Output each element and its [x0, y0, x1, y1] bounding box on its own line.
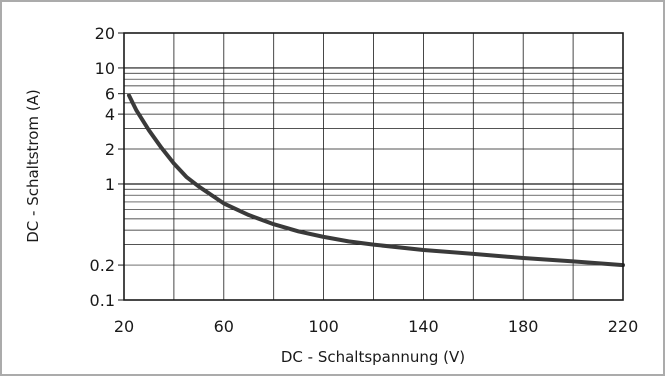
x-tick-label: 140	[408, 317, 439, 336]
data-point	[248, 214, 249, 215]
y-tick-label: 2	[105, 140, 115, 159]
data-point	[423, 249, 424, 250]
y-tick-label: 20	[95, 24, 115, 43]
data-point	[273, 224, 274, 225]
y-axis-ticks: 0.1 0.2 1 2 46 10 20	[90, 24, 124, 310]
plot-border	[123, 32, 624, 301]
data-point	[523, 257, 524, 258]
y-tick-label: 4	[105, 105, 115, 124]
x-axis-ticks: 20 60 100 140 180 220	[114, 317, 638, 336]
data-point	[323, 236, 324, 237]
data-point	[223, 203, 224, 204]
y-tick-label: 0.1	[90, 291, 115, 310]
series-line-0	[126, 93, 625, 268]
y-tick-label: 6	[105, 85, 115, 104]
series-layer	[126, 93, 625, 268]
data-point	[298, 231, 299, 232]
data-point	[348, 241, 349, 242]
data-point	[473, 253, 474, 254]
data-point	[128, 95, 129, 96]
y-tick-label: 10	[95, 59, 115, 78]
x-tick-label: 60	[214, 317, 234, 336]
y-axis-title: DC - Schaltstrom (A)	[24, 89, 42, 243]
data-point	[148, 130, 149, 131]
y-tick-label: 0.2	[90, 256, 115, 275]
data-point	[573, 261, 574, 262]
data-point	[186, 176, 187, 177]
x-tick-label: 20	[114, 317, 134, 336]
x-tick-label: 100	[308, 317, 339, 336]
data-point	[373, 244, 374, 245]
x-axis-title: DC - Schaltspannung (V)	[281, 348, 465, 366]
x-tick-label: 180	[508, 317, 539, 336]
y-tick-label: 1	[105, 175, 115, 194]
data-point	[198, 186, 199, 187]
data-point	[173, 163, 174, 164]
data-point	[161, 147, 162, 148]
x-tick-label: 220	[608, 317, 639, 336]
data-point	[136, 110, 137, 111]
